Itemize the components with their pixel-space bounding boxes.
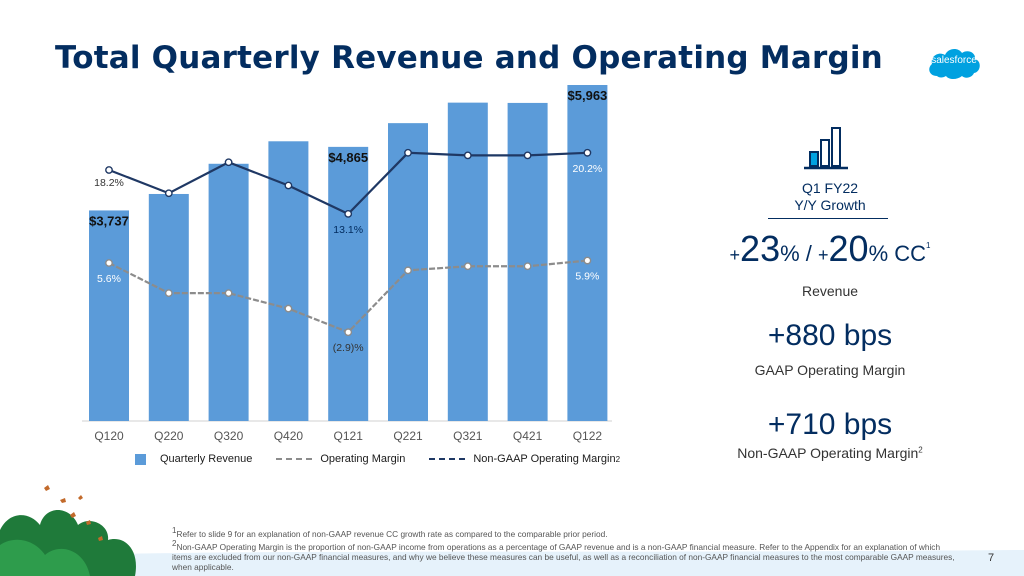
kpi-heading-line2: Y/Y Growth (794, 197, 866, 213)
bar-value-label-0: $3,737 (89, 213, 129, 228)
footnote-1: 1Refer to slide 9 for an explanation of … (172, 526, 962, 539)
footnotes: 1Refer to slide 9 for an explanation of … (172, 526, 962, 572)
growth-unit-1: % (780, 241, 800, 266)
nongaap-label-4: 13.1% (333, 224, 363, 236)
kpi-heading-line1: Q1 FY22 (801, 180, 859, 196)
growth-prefix-2: + (818, 245, 829, 265)
bush-decoration-icon (0, 485, 136, 576)
nongaap-footnote-mark: 2 (918, 445, 923, 455)
footnote-1-text: Refer to slide 9 for an explanation of n… (176, 528, 608, 539)
salesforce-logo: salesforce (925, 42, 983, 84)
gaap-margin-point-q121 (344, 328, 353, 337)
bar-q321 (447, 102, 488, 422)
gaap-margin-point-q420 (284, 304, 293, 313)
bar-chart-icon (802, 122, 852, 172)
gaap-margin-point-q221 (404, 266, 412, 275)
gaap-margin-point-q321 (463, 262, 472, 271)
nongaap-margin-label: Non-GAAP Operating Margin2 (690, 445, 970, 461)
page-title: Total Quarterly Revenue and Operating Ma… (55, 40, 883, 76)
footnote-2: 2Non-GAAP Operating Margin is the propor… (172, 539, 962, 572)
growth-separator: / (799, 241, 818, 266)
ground-decoration (0, 550, 1024, 576)
legend-swatch-gaap (276, 458, 313, 460)
nongaap-margin-point-q320 (224, 158, 233, 167)
cloud-logo-icon (929, 49, 980, 79)
footnote-2-text: Non-GAAP Operating Margin is the proport… (172, 541, 955, 572)
x-tick-q320: Q320 (214, 429, 244, 443)
nongaap-margin-point-q420 (284, 181, 293, 190)
bar-q120 (89, 210, 129, 421)
x-tick-q220: Q220 (154, 429, 184, 443)
gaap-margin-point-q120 (105, 259, 113, 267)
nongaap-margin-point-q122 (583, 148, 592, 157)
x-tick-q321: Q321 (453, 429, 483, 443)
nongaap-margin-point-q120 (105, 166, 113, 174)
legend-item-gaap: Operating Margin (276, 453, 405, 465)
legend-item-nongaap: Non-GAAP Operating Margin 2 (429, 453, 620, 465)
bar-value-label-4: $4,865 (328, 150, 368, 165)
x-tick-q420: Q420 (274, 429, 304, 443)
nongaap-margin-point-q321 (463, 151, 472, 160)
kpi-divider (768, 218, 888, 219)
footnote-2-mark: 2 (172, 538, 177, 548)
nongaap-margin-point-q221 (404, 148, 412, 157)
nongaap-margin-label-text: Non-GAAP Operating Margin (737, 445, 919, 461)
nongaap-margin-point-q421 (523, 151, 532, 160)
gaap-margin-point-q421 (523, 262, 532, 271)
bar-q220 (148, 193, 189, 421)
legend-label-gaap: Operating Margin (320, 453, 406, 465)
x-tick-q121: Q121 (334, 429, 364, 443)
footnote-1-mark: 1 (172, 526, 177, 535)
x-tick-q120: Q120 (94, 429, 124, 443)
gaap-margin-point-q320 (224, 289, 233, 298)
bar-q421 (507, 102, 548, 422)
growth-footnote-mark: 1 (926, 241, 931, 250)
legend-swatch-nongaap (429, 458, 466, 460)
x-tick-q421: Q421 (513, 429, 543, 443)
gaap-margin-point-q122 (583, 256, 592, 265)
revenue-margin-chart: Q120 Q220 Q320 Q420 Q121 Q221 Q321 Q421 Q122 $3,7… (82, 85, 612, 443)
bar-q122 (567, 85, 608, 421)
revenue-label: Revenue (801, 283, 859, 299)
x-tick-q122: Q122 (573, 429, 603, 443)
x-tick-q221: Q221 (393, 429, 423, 443)
chart-legend: Quarterly Revenue Operating Margin Non-G… (135, 453, 644, 465)
growth-prefix-1: + (729, 245, 741, 265)
gaap-label-8: 5.9% (575, 271, 599, 283)
growth-value-1: 23 (740, 228, 781, 269)
kpi-heading: Q1 FY22 Y/Y Growth (690, 180, 970, 214)
gaap-label-4: (2.9)% (333, 342, 364, 354)
legend-footnote-mark: 2 (615, 454, 621, 464)
legend-swatch-revenue (135, 453, 146, 465)
growth-unit-2: % CC (868, 241, 927, 266)
nongaap-margin-point-q121 (344, 209, 353, 218)
logo-text: salesforce (931, 55, 977, 66)
gaap-margin-point-q220 (164, 289, 173, 298)
legend-label-nongaap: Non-GAAP Operating Margin (473, 453, 616, 465)
gaap-margin-value: +880 bps (767, 319, 893, 352)
gaap-label-0: 5.6% (97, 273, 121, 285)
nongaap-margin-point-q220 (164, 189, 173, 198)
growth-value-2: 20 (828, 228, 869, 269)
page-number: 7 (988, 552, 995, 564)
bar-value-label-8: $5,963 (568, 88, 608, 103)
legend-item-revenue: Quarterly Revenue (135, 453, 252, 465)
revenue-growth-value: +23% / +20% CC1 (690, 228, 970, 270)
gaap-margin-label: GAAP Operating Margin (754, 362, 906, 378)
bar-q121 (328, 146, 369, 422)
legend-label-revenue: Quarterly Revenue (160, 453, 253, 465)
nongaap-label-0: 18.2% (94, 177, 124, 189)
nongaap-margin-value: +710 bps (767, 408, 893, 441)
nongaap-label-8: 20.2% (573, 163, 603, 175)
